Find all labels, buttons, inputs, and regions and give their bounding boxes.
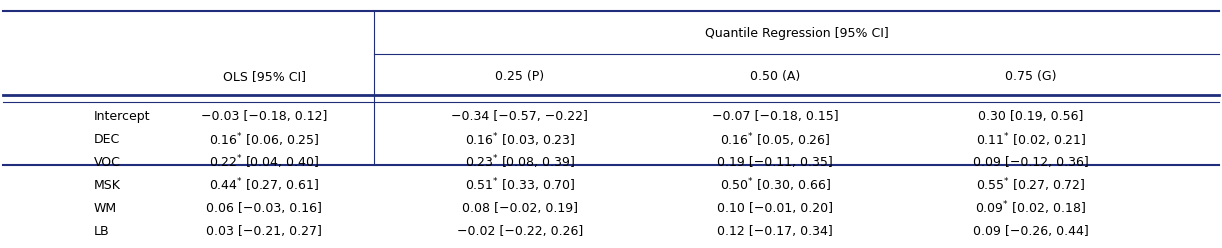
Text: −0.07 [−0.18, 0.15]: −0.07 [−0.18, 0.15]: [712, 110, 838, 124]
Text: −0.34 [−0.57, −0.22]: −0.34 [−0.57, −0.22]: [451, 110, 588, 124]
Text: LB: LB: [94, 225, 110, 238]
Text: −0.03 [−0.18, 0.12]: −0.03 [−0.18, 0.12]: [202, 110, 327, 124]
Text: 0.22$^{*}$ [0.04, 0.40]: 0.22$^{*}$ [0.04, 0.40]: [209, 154, 319, 171]
Text: Quantile Regression [95% CI]: Quantile Regression [95% CI]: [705, 27, 888, 40]
Text: WM: WM: [94, 202, 117, 215]
Text: 0.19 [−0.11, 0.35]: 0.19 [−0.11, 0.35]: [717, 156, 833, 169]
Text: 0.09 [−0.26, 0.44]: 0.09 [−0.26, 0.44]: [973, 225, 1089, 238]
Text: 0.25 (P): 0.25 (P): [495, 70, 544, 83]
Text: OLS [95% CI]: OLS [95% CI]: [222, 70, 306, 83]
Text: VOC: VOC: [94, 156, 121, 169]
Text: −0.02 [−0.22, 0.26]: −0.02 [−0.22, 0.26]: [457, 225, 583, 238]
Text: 0.75 (G): 0.75 (G): [1004, 70, 1057, 83]
Text: 0.50 (A): 0.50 (A): [750, 70, 800, 83]
Text: 0.50$^{*}$ [0.30, 0.66]: 0.50$^{*}$ [0.30, 0.66]: [720, 177, 831, 194]
Text: 0.55$^{*}$ [0.27, 0.72]: 0.55$^{*}$ [0.27, 0.72]: [976, 177, 1085, 194]
Text: 0.16$^{*}$ [0.06, 0.25]: 0.16$^{*}$ [0.06, 0.25]: [209, 131, 319, 149]
Text: 0.16$^{*}$ [0.05, 0.26]: 0.16$^{*}$ [0.05, 0.26]: [720, 131, 831, 149]
Text: 0.08 [−0.02, 0.19]: 0.08 [−0.02, 0.19]: [462, 202, 578, 215]
Text: 0.16$^{*}$ [0.03, 0.23]: 0.16$^{*}$ [0.03, 0.23]: [464, 131, 574, 149]
Text: 0.23$^{*}$ [0.08, 0.39]: 0.23$^{*}$ [0.08, 0.39]: [464, 154, 574, 171]
Text: 0.06 [−0.03, 0.16]: 0.06 [−0.03, 0.16]: [207, 202, 323, 215]
Text: Intercept: Intercept: [94, 110, 150, 124]
Text: 0.11$^{*}$ [0.02, 0.21]: 0.11$^{*}$ [0.02, 0.21]: [975, 131, 1086, 149]
Text: 0.12 [−0.17, 0.34]: 0.12 [−0.17, 0.34]: [717, 225, 833, 238]
Text: 0.09 [−0.12, 0.36]: 0.09 [−0.12, 0.36]: [973, 156, 1089, 169]
Text: 0.10 [−0.01, 0.20]: 0.10 [−0.01, 0.20]: [717, 202, 833, 215]
Text: 0.44$^{*}$ [0.27, 0.61]: 0.44$^{*}$ [0.27, 0.61]: [209, 177, 319, 194]
Text: 0.51$^{*}$ [0.33, 0.70]: 0.51$^{*}$ [0.33, 0.70]: [464, 177, 574, 194]
Text: 0.09$^{*}$ [0.02, 0.18]: 0.09$^{*}$ [0.02, 0.18]: [975, 199, 1086, 217]
Text: 0.30 [0.19, 0.56]: 0.30 [0.19, 0.56]: [978, 110, 1084, 124]
Text: MSK: MSK: [94, 179, 121, 192]
Text: 0.03 [−0.21, 0.27]: 0.03 [−0.21, 0.27]: [207, 225, 323, 238]
Text: DEC: DEC: [94, 133, 120, 146]
